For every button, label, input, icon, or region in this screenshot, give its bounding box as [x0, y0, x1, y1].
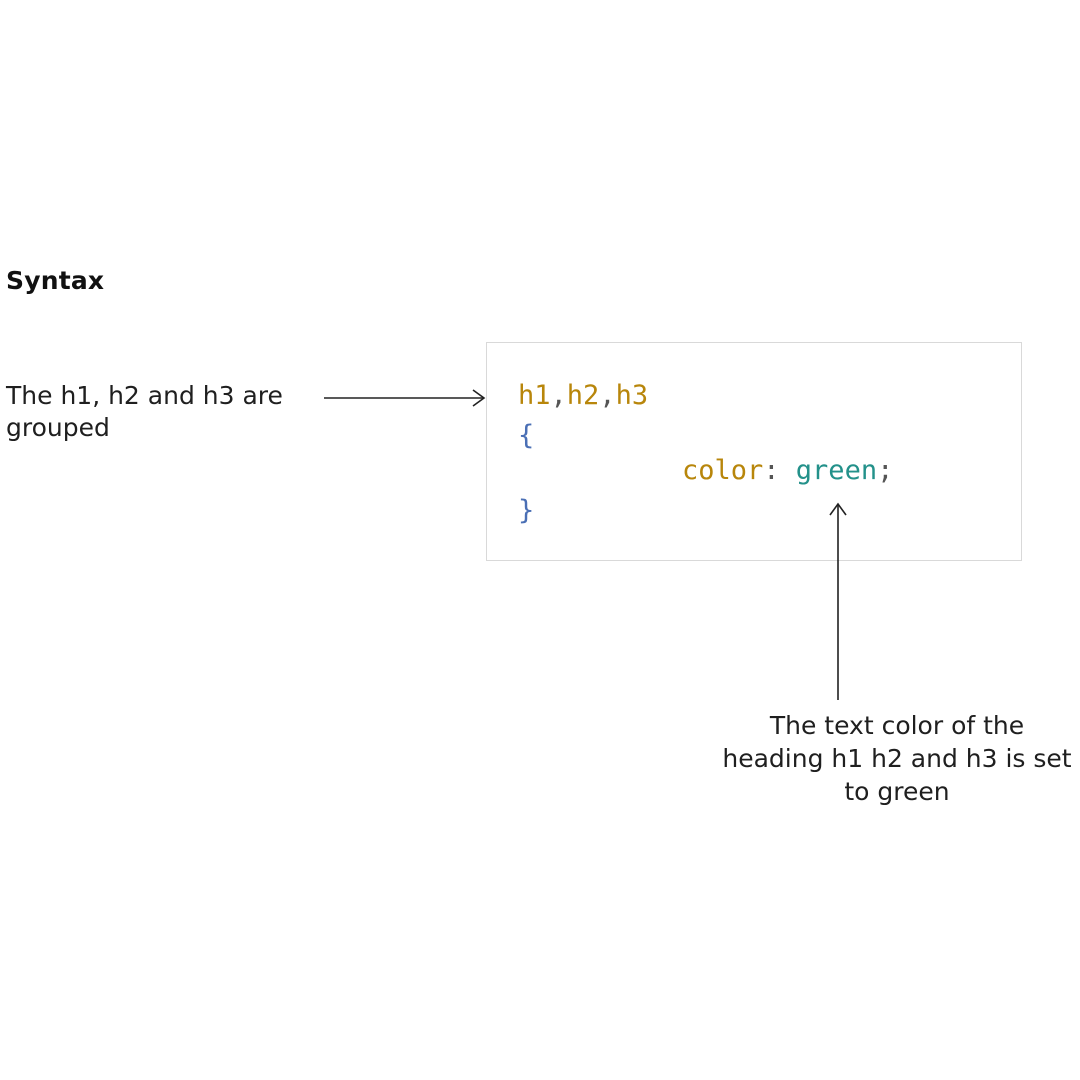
code-block [486, 342, 1022, 561]
value-green: green [795, 455, 878, 486]
color-annotation: The text color of the heading h1 h2 and … [722, 711, 1072, 806]
syntax-heading: Syntax [6, 266, 105, 295]
selector-h2: h2 [566, 380, 600, 411]
code-line-open-brace: { [518, 420, 534, 452]
grouping-annotation: The h1, h2 and h3 are grouped [6, 381, 283, 442]
property-color: color [682, 455, 764, 486]
selector-h1: h1 [518, 380, 551, 411]
declaration-colon: : [763, 455, 796, 486]
declaration-semicolon: ; [877, 455, 894, 486]
selector-comma: , [599, 380, 616, 411]
open-brace: { [518, 420, 535, 451]
arrow-to-selectors [324, 389, 486, 407]
selector-h3: h3 [615, 380, 649, 411]
code-line-close-brace: } [518, 495, 534, 527]
code-line-declaration: color: green; [682, 455, 893, 487]
code-line-selectors: h1,h2,h3 [518, 380, 648, 412]
close-brace: } [518, 495, 535, 526]
selector-comma: , [550, 380, 567, 411]
